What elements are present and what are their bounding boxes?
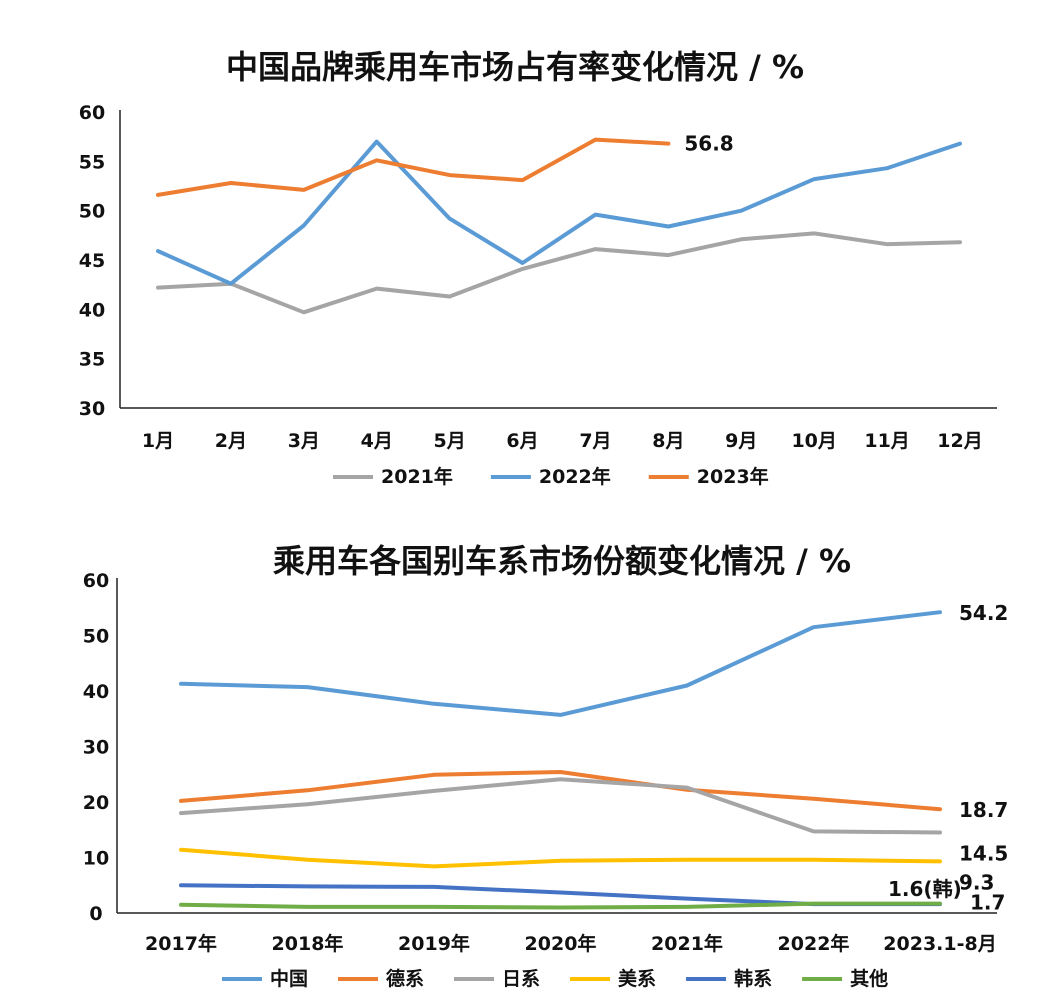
- chart2-y-tick-label: 0: [89, 903, 102, 925]
- chart2-data-label: 9.3: [959, 870, 994, 894]
- chart2-legend-label: 德系: [386, 967, 424, 990]
- chart1-x-tick-label: 4月: [361, 430, 393, 452]
- chart2-legend-label: 其他: [850, 967, 888, 990]
- chart2-legend-item: 中国: [222, 967, 308, 990]
- chart2-series-line-3: [179, 777, 942, 835]
- chart2-legend-label: 日系: [502, 968, 540, 990]
- chart2-plot: 0 10 20 30 40 50 60 2017年 2018年 2019年 2020年 2021年 20…: [83, 570, 1009, 990]
- chart2-y-tick-label: 40: [83, 681, 109, 703]
- chart1-y-tick-label: 45: [79, 250, 105, 272]
- chart2-legend-item: 韩系: [686, 967, 772, 990]
- chart2-x-tick-label: 2019年: [398, 932, 470, 955]
- chart1-x-tick-label: 9月: [725, 430, 757, 452]
- chart2-data-label: 14.5: [959, 842, 1008, 866]
- chart1-legend-label: 2021年: [381, 465, 453, 488]
- chart2-legend-item: 其他: [802, 967, 888, 990]
- chart2-data-label: 1.7: [970, 891, 1005, 915]
- chart1-x-tick-label: 7月: [579, 430, 611, 452]
- chart1-x-tick-label: 1月: [142, 430, 174, 452]
- chart2-series-line-4: [179, 847, 942, 869]
- chart2-legend-label: 美系: [618, 967, 656, 990]
- chart2-legend-label: 韩系: [734, 967, 772, 990]
- chart1-legend-label: 2022年: [539, 465, 611, 488]
- chart2-data-label: 1.6(韩): [888, 877, 962, 901]
- chart2-y-tick-label: 30: [83, 737, 109, 759]
- chart1-y-tick-label: 35: [79, 349, 105, 371]
- chart2-legend-item: 日系: [454, 968, 540, 990]
- chart1-x-tick-label: 10月: [791, 430, 836, 452]
- chart1-y-tick-label: 50: [79, 201, 105, 223]
- chart1-legend-item: 2021年: [333, 465, 453, 488]
- chart1-title: 中国品牌乘用车市场占有率变化情况 / %: [226, 48, 804, 86]
- chart2-legend-item: 美系: [570, 967, 656, 990]
- chart1-x-tick-label: 11月: [864, 430, 909, 452]
- chart1-x-tick-label: 3月: [288, 430, 320, 452]
- chart2-y-tick-label: 20: [83, 792, 109, 814]
- chart2-series-line-2: [179, 770, 942, 812]
- chart2-series-line-1: [179, 610, 942, 717]
- chart2-x-tick-label: 2017年: [145, 932, 217, 955]
- chart1-x-tick-label: 5月: [434, 430, 466, 452]
- chart1-series-line-2: [156, 139, 962, 286]
- chart2-title: 乘用车各国别车系市场份额变化情况 / %: [273, 542, 851, 580]
- chart1-x-tick-label: 12月: [937, 430, 982, 452]
- chart1-x-tick-label: 6月: [506, 430, 538, 452]
- chart1-legend-item: 2022年: [490, 465, 611, 488]
- chart1-data-label: 56.8: [684, 132, 733, 156]
- chart1-legend-label: 2023年: [697, 465, 769, 488]
- chart2-y-tick-label: 50: [83, 626, 109, 648]
- chart1-series-line-1: [156, 231, 962, 315]
- chart1-y-tick-label: 30: [79, 398, 105, 420]
- chart2-y-tick-label: 10: [83, 848, 109, 870]
- chart1-plot: 30 35 40 45 50 55 60 1月 2月 3月 4月 5月 6月 7月 8月 9月 10月 11月 12…: [79, 102, 997, 488]
- chart2-data-label: 54.2: [959, 601, 1008, 625]
- chart1-series-line-3: [156, 137, 671, 197]
- chart1-x-tick-label: 2月: [215, 430, 247, 452]
- chart2-x-tick-label: 2020年: [525, 932, 597, 955]
- chart2-series-line-5: [179, 883, 942, 907]
- chart1-x-tick-label: 8月: [652, 430, 684, 452]
- chart2-x-tick-label: 2021年: [651, 932, 723, 955]
- chart2-x-tick-label: 2022年: [778, 932, 850, 955]
- chart2-legend-label: 中国: [270, 967, 308, 990]
- chart2-series-line-6: [179, 901, 942, 910]
- chart1-y-tick-label: 55: [79, 151, 105, 173]
- chart1-y-tick-label: 40: [79, 299, 105, 321]
- chart2-y-tick-label: 60: [83, 570, 109, 592]
- chart2-legend-item: 德系: [338, 967, 424, 990]
- chart1-y-tick-label: 60: [79, 102, 105, 124]
- chart2-data-label: 18.7: [959, 798, 1008, 822]
- chart2-x-tick-label: 2018年: [272, 932, 344, 955]
- chart2-x-tick-label: 2023.1-8月: [883, 933, 996, 955]
- chart1-legend-item: 2023年: [648, 465, 769, 488]
